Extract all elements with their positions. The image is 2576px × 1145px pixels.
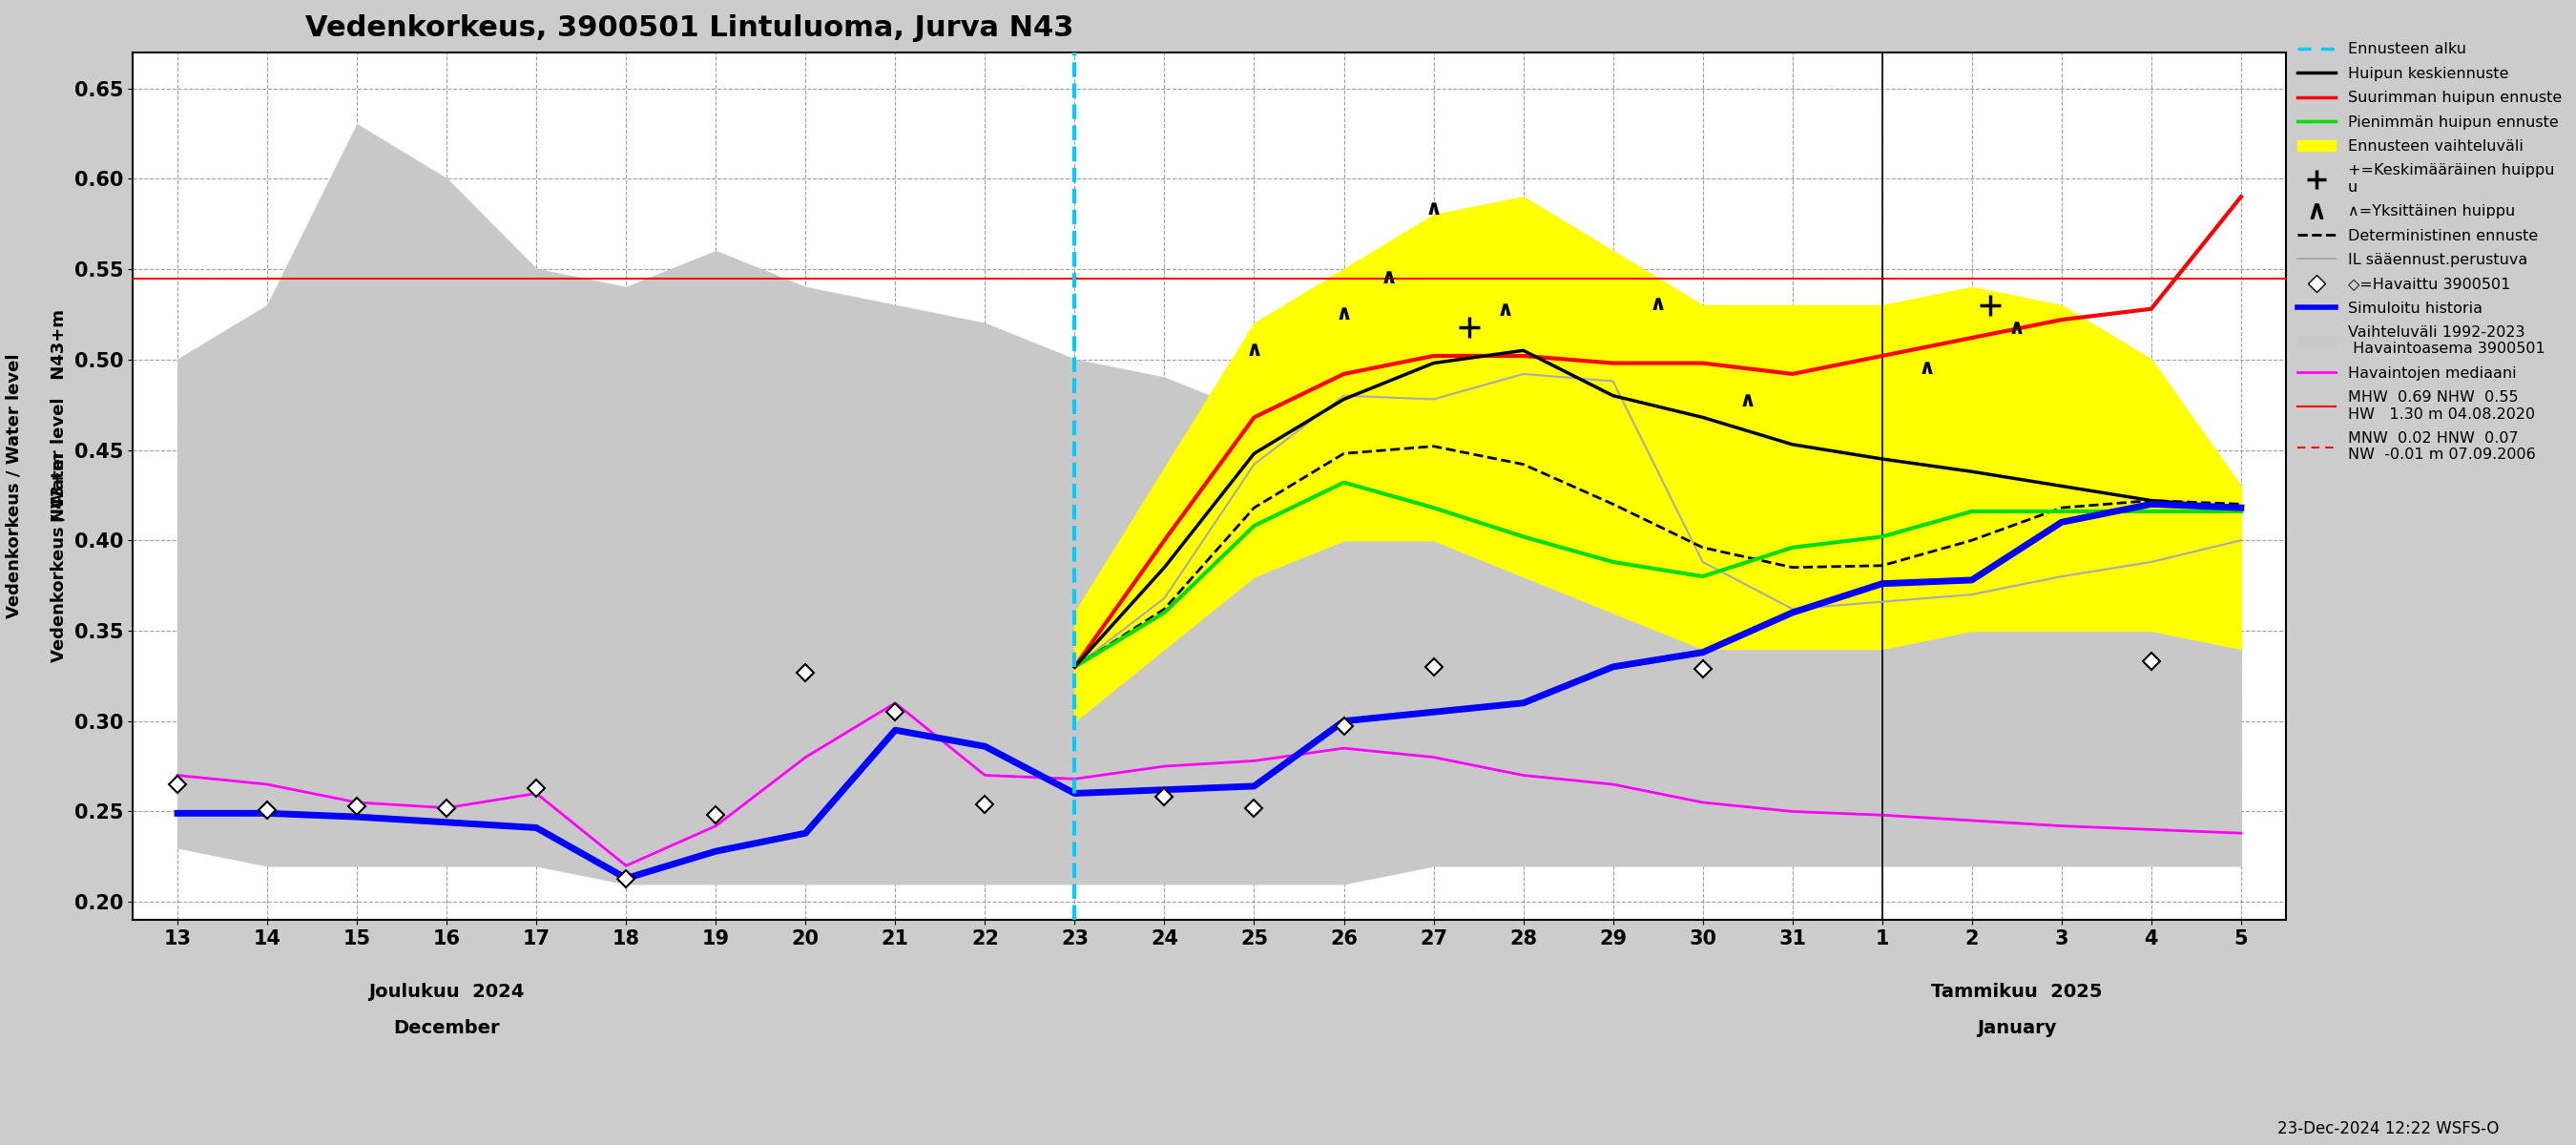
Text: ∧: ∧ <box>1919 358 1935 378</box>
Text: Vedenkorkeus / Water level: Vedenkorkeus / Water level <box>5 354 23 618</box>
Text: December: December <box>394 1019 500 1037</box>
Text: January: January <box>1976 1019 2056 1037</box>
Text: ∧: ∧ <box>1649 295 1667 314</box>
Text: ∧: ∧ <box>1497 301 1515 319</box>
Text: Tammikuu  2025: Tammikuu 2025 <box>1932 984 2102 1002</box>
Text: ∧: ∧ <box>1244 340 1262 360</box>
Text: ∧: ∧ <box>1425 199 1443 219</box>
Text: N43+m: N43+m <box>49 451 67 521</box>
Legend: Ennusteen alku, Huipun keskiennuste, Suurimman huipun ennuste, Pienimmän huipun : Ennusteen alku, Huipun keskiennuste, Suu… <box>2298 42 2563 463</box>
Text: ∧: ∧ <box>2009 318 2025 338</box>
Text: ∧: ∧ <box>1381 268 1396 287</box>
Text: Joulukuu  2024: Joulukuu 2024 <box>368 984 526 1002</box>
Text: ∧: ∧ <box>1334 305 1352 323</box>
Text: Vedenkorkeus, 3900501 Lintuluoma, Jurva N43: Vedenkorkeus, 3900501 Lintuluoma, Jurva … <box>304 14 1074 42</box>
Text: ∧: ∧ <box>1739 392 1757 410</box>
Text: 23-Dec-2024 12:22 WSFS-O: 23-Dec-2024 12:22 WSFS-O <box>2277 1120 2499 1137</box>
Y-axis label: Vedenkorkeus / Water level   N43+m: Vedenkorkeus / Water level N43+m <box>52 309 67 663</box>
